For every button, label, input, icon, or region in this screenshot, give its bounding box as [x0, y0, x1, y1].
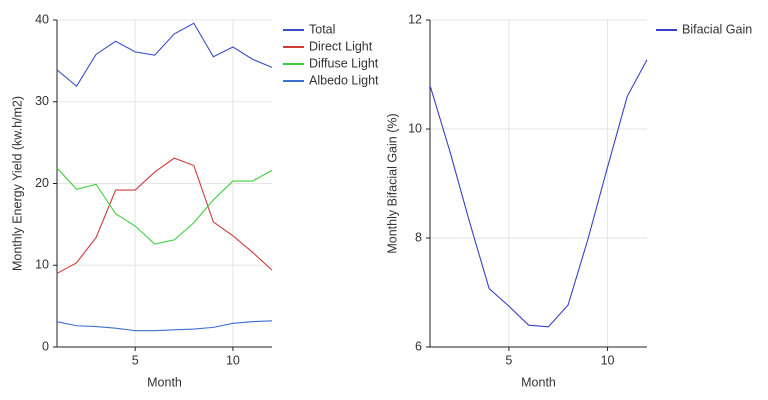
y-tick-label: 10 [35, 258, 49, 272]
y-tick-label: 30 [35, 94, 49, 108]
y-tick-label: 0 [42, 339, 49, 353]
x-tick-label: 5 [132, 353, 139, 367]
x-tick-label: 5 [505, 353, 512, 367]
x-tick-label: 10 [226, 353, 240, 367]
y-tick-label: 12 [408, 12, 422, 26]
legend-label: Bifacial Gain [682, 22, 752, 36]
y-tick-label: 20 [35, 176, 49, 190]
y-tick-label: 10 [408, 121, 422, 135]
y-axis-label: Monthly Energy Yield (kw.h/m2) [10, 96, 24, 271]
data-line [56, 167, 273, 245]
data-line [56, 320, 273, 332]
y-tick-label: 8 [415, 230, 422, 244]
data-line [429, 59, 648, 328]
legend-label: Albedo Light [309, 73, 379, 87]
x-axis-label: Month [147, 375, 182, 389]
y-tick-label: 6 [415, 339, 422, 353]
legend-label: Direct Light [309, 39, 373, 53]
data-line [56, 157, 273, 274]
data-line [56, 22, 273, 88]
legend-label: Total [309, 22, 335, 36]
chart-panel: 0 10 20 30 40 5 10 Month Monthly Energy Yield (k… [10, 12, 379, 389]
x-axis-label: Month [521, 375, 556, 389]
y-tick-label: 40 [35, 12, 49, 26]
x-tick-label: 10 [601, 353, 615, 367]
y-axis-label: Monthly Bifacial Gain (%) [385, 113, 399, 253]
chart-panel: 6 8 10 12 5 10 Month Monthly Bifacial Gain (%) B… [385, 12, 752, 389]
legend-label: Diffuse Light [309, 56, 379, 70]
